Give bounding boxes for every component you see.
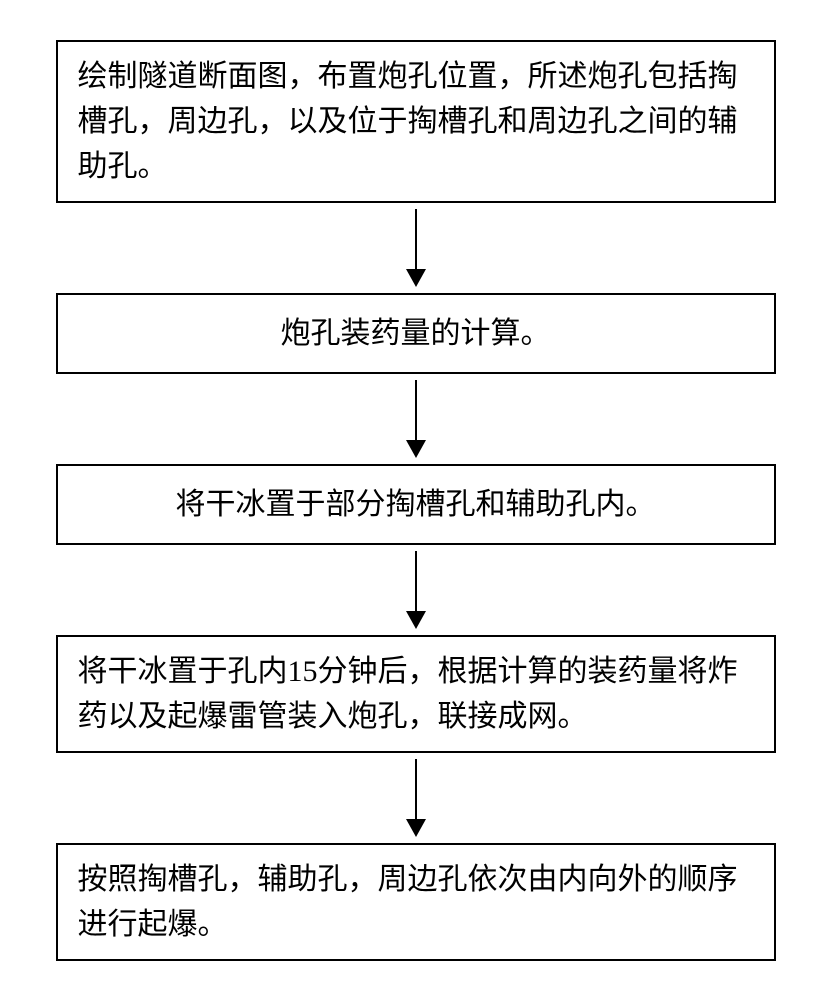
step-text: 将干冰置于孔内15分钟后，根据计算的装药量将炸药以及起爆雷管装入炮孔，联接成网。 [78,655,738,733]
arrow-head-icon [406,819,426,837]
arrow-head-icon [406,440,426,458]
arrow-3 [406,545,426,635]
step-text: 绘制隧道断面图，布置炮孔位置，所述炮孔包括掏槽孔，周边孔，以及位于掏槽孔和周边孔… [78,60,738,183]
step-box-5: 按照掏槽孔，辅助孔，周边孔依次由内向外的顺序进行起爆。 [56,843,776,961]
arrow-line-icon [415,551,417,611]
step-box-1: 绘制隧道断面图，布置炮孔位置，所述炮孔包括掏槽孔，周边孔，以及位于掏槽孔和周边孔… [56,40,776,203]
arrow-line-icon [415,380,417,440]
arrow-head-icon [406,269,426,287]
arrow-4 [406,753,426,843]
step-box-4: 将干冰置于孔内15分钟后，根据计算的装药量将炸药以及起爆雷管装入炮孔，联接成网。 [56,635,776,753]
flowchart-container: 绘制隧道断面图，布置炮孔位置，所述炮孔包括掏槽孔，周边孔，以及位于掏槽孔和周边孔… [56,40,776,961]
step-text: 炮孔装药量的计算。 [281,317,551,350]
step-box-3: 将干冰置于部分掏槽孔和辅助孔内。 [56,464,776,545]
step-text: 按照掏槽孔，辅助孔，周边孔依次由内向外的顺序进行起爆。 [78,863,738,941]
step-text: 将干冰置于部分掏槽孔和辅助孔内。 [176,488,656,521]
arrow-1 [406,203,426,293]
arrow-2 [406,374,426,464]
arrow-line-icon [415,759,417,819]
arrow-line-icon [415,209,417,269]
arrow-head-icon [406,611,426,629]
step-box-2: 炮孔装药量的计算。 [56,293,776,374]
